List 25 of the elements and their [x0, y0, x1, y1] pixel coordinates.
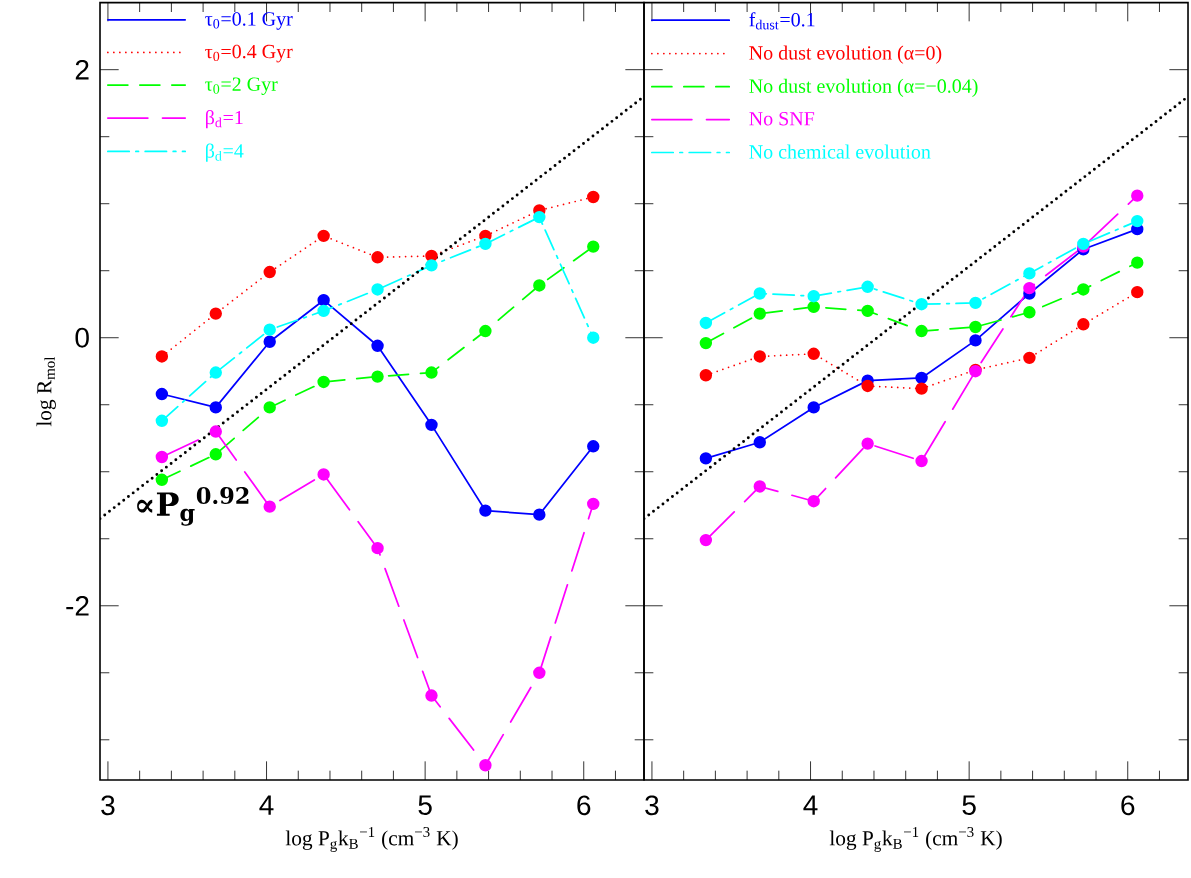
- legend-label: τ$_{0}$=0.4 Gyr: [205, 44, 293, 63]
- x-tick-label: 4: [803, 795, 818, 815]
- y-tick-label: 2: [75, 59, 89, 80]
- x-tick-label: 5: [418, 795, 432, 815]
- y-axis-title: log R$_{mol}$: [36, 356, 56, 427]
- y-tick-label: -2: [66, 595, 89, 616]
- x-tick-label: 5: [962, 795, 976, 815]
- x-axis-title: log P$_{g}$k$_{B}$$^{−1}$ (cm$^{−3}$ K): [285, 827, 458, 852]
- x-axis-title: log P$_{g}$k$_{B}$$^{−1}$ (cm$^{−3}$ K): [829, 827, 1002, 852]
- y-tick-label: 0: [75, 327, 89, 348]
- legend-label: β$_{d}$=4: [206, 143, 244, 162]
- legend-label: No chemical evolution: [749, 144, 931, 159]
- x-tick-label: 3: [101, 795, 115, 816]
- text: τ$_{0}$=0.1 Gyr: [205, 12, 293, 30]
- legend-label: β$_{d}$=1: [206, 110, 243, 129]
- legend-label: τ$_{0}$=2 Gyr: [205, 77, 278, 95]
- legend-label: No dust evolution (α=−0.04): [749, 78, 978, 97]
- x-tick-label: 3: [645, 795, 659, 816]
- x-tick-label: 6: [577, 795, 591, 816]
- legend-label: No SNF: [749, 112, 815, 126]
- annotation: ∝P$_{g}$0.92: [137, 487, 249, 526]
- text: f$_{dust}$=0.1: [749, 12, 815, 30]
- x-tick-label: 4: [259, 795, 274, 815]
- x-tick-label: 6: [1121, 795, 1135, 816]
- legend-label: No dust evolution (α=0): [749, 45, 942, 64]
